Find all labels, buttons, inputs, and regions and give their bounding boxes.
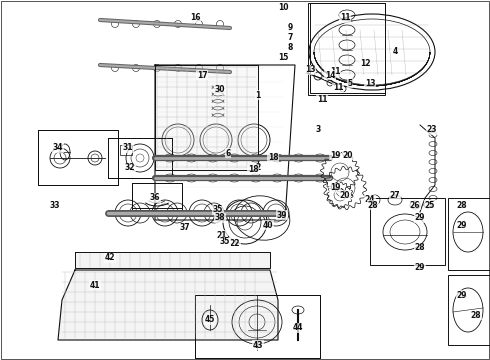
- Text: 11: 11: [340, 13, 350, 22]
- Text: 43: 43: [253, 341, 263, 350]
- Text: 7: 7: [287, 33, 293, 42]
- Bar: [195, 295, 320, 358]
- Text: 41: 41: [90, 280, 100, 289]
- Bar: [448, 275, 490, 345]
- Text: 23: 23: [427, 126, 437, 135]
- Bar: [448, 198, 490, 270]
- Text: 35: 35: [220, 238, 230, 247]
- Bar: [370, 198, 445, 265]
- Text: 12: 12: [360, 58, 370, 68]
- Text: 31: 31: [123, 144, 133, 153]
- Text: 28: 28: [368, 201, 378, 210]
- Text: 20: 20: [343, 150, 353, 159]
- Bar: [195, 295, 320, 358]
- Text: 40: 40: [263, 220, 273, 230]
- Text: 26: 26: [410, 201, 420, 210]
- Text: 27: 27: [390, 190, 400, 199]
- Text: 20: 20: [340, 190, 350, 199]
- Text: 9: 9: [287, 23, 293, 32]
- Text: 11: 11: [317, 95, 327, 104]
- Text: 29: 29: [457, 291, 467, 300]
- Text: 32: 32: [125, 163, 135, 172]
- Text: 22: 22: [230, 238, 240, 248]
- Text: 38: 38: [215, 213, 225, 222]
- Text: 28: 28: [415, 243, 425, 252]
- Text: 16: 16: [190, 13, 200, 22]
- Text: 10: 10: [278, 4, 288, 13]
- Bar: [38, 130, 118, 185]
- Text: 36: 36: [150, 194, 160, 202]
- Text: 2: 2: [255, 163, 261, 172]
- Text: 33: 33: [50, 201, 60, 210]
- Text: 35: 35: [213, 206, 223, 215]
- Text: 6: 6: [225, 148, 231, 158]
- Text: 14: 14: [325, 71, 335, 80]
- Text: 18: 18: [247, 166, 258, 175]
- Text: 24: 24: [365, 195, 375, 204]
- Bar: [120, 145, 132, 155]
- Bar: [132, 183, 182, 210]
- Text: 30: 30: [215, 85, 225, 94]
- Text: 11: 11: [333, 84, 343, 93]
- Text: 13: 13: [305, 66, 315, 75]
- Bar: [108, 138, 172, 178]
- Text: 1: 1: [255, 90, 261, 99]
- Text: 39: 39: [277, 211, 287, 220]
- Polygon shape: [155, 65, 258, 170]
- Text: 17: 17: [196, 71, 207, 80]
- Polygon shape: [58, 270, 278, 340]
- Bar: [308, 3, 385, 95]
- Text: 42: 42: [105, 253, 115, 262]
- Text: 29: 29: [415, 213, 425, 222]
- Bar: [132, 183, 182, 208]
- Text: 21: 21: [217, 230, 227, 239]
- Text: 8: 8: [287, 44, 293, 53]
- Text: 29: 29: [415, 264, 425, 273]
- Text: 25: 25: [425, 201, 435, 210]
- Text: 28: 28: [457, 201, 467, 210]
- Text: 4: 4: [392, 48, 397, 57]
- Text: 34: 34: [53, 144, 63, 153]
- Text: 28: 28: [471, 310, 481, 320]
- Bar: [108, 138, 172, 178]
- Text: 3: 3: [316, 126, 320, 135]
- Text: 18: 18: [268, 153, 278, 162]
- Text: 13: 13: [365, 78, 375, 87]
- Text: 37: 37: [180, 224, 190, 233]
- Text: 29: 29: [457, 220, 467, 230]
- Bar: [38, 130, 118, 185]
- Text: 11: 11: [330, 68, 340, 77]
- Text: 5: 5: [347, 78, 353, 87]
- Polygon shape: [75, 252, 270, 268]
- Bar: [310, 3, 385, 93]
- Text: 19: 19: [330, 184, 340, 193]
- Text: 44: 44: [293, 324, 303, 333]
- Text: 15: 15: [278, 54, 288, 63]
- Text: 45: 45: [205, 315, 215, 324]
- Text: 19: 19: [330, 150, 340, 159]
